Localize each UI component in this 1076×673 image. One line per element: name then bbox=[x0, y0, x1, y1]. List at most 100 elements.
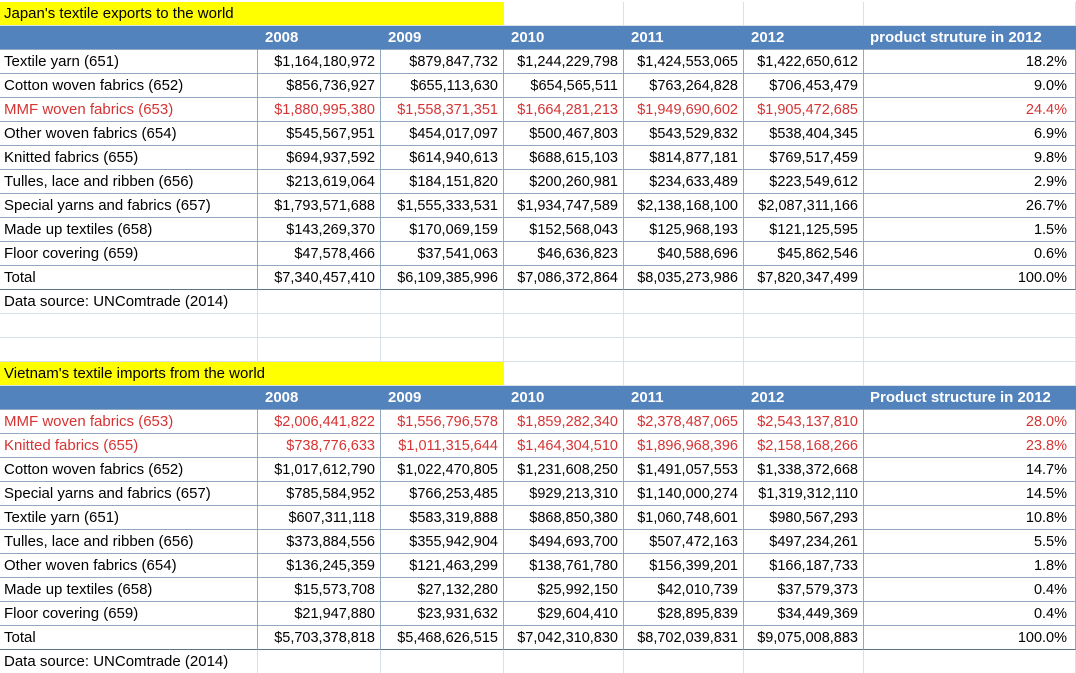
value-cell[interactable]: $655,113,630 bbox=[381, 74, 504, 98]
row-label[interactable]: MMF woven fabrics (653) bbox=[0, 98, 258, 122]
value-cell[interactable]: $5,703,378,818 bbox=[258, 626, 381, 650]
empty-cell[interactable] bbox=[258, 314, 381, 338]
value-cell[interactable]: $7,042,310,830 bbox=[504, 626, 624, 650]
empty-cell[interactable] bbox=[624, 650, 744, 673]
value-cell[interactable]: $121,125,595 bbox=[744, 218, 864, 242]
value-cell[interactable]: $868,850,380 bbox=[504, 506, 624, 530]
empty-cell[interactable] bbox=[0, 338, 258, 362]
row-label[interactable]: Knitted fabrics (655) bbox=[0, 146, 258, 170]
value-cell[interactable]: $29,604,410 bbox=[504, 602, 624, 626]
value-cell[interactable]: $42,010,739 bbox=[624, 578, 744, 602]
empty-cell[interactable] bbox=[624, 290, 744, 314]
percent-cell[interactable]: 6.9% bbox=[864, 122, 1076, 146]
column-header-year[interactable]: 2011 bbox=[624, 26, 744, 50]
value-cell[interactable]: $1,905,472,685 bbox=[744, 98, 864, 122]
value-cell[interactable]: $763,264,828 bbox=[624, 74, 744, 98]
value-cell[interactable]: $1,244,229,798 bbox=[504, 50, 624, 74]
value-cell[interactable]: $21,947,880 bbox=[258, 602, 381, 626]
value-cell[interactable]: $6,109,385,996 bbox=[381, 266, 504, 290]
percent-cell[interactable]: 100.0% bbox=[864, 266, 1076, 290]
value-cell[interactable]: $1,664,281,213 bbox=[504, 98, 624, 122]
percent-cell[interactable]: 24.4% bbox=[864, 98, 1076, 122]
row-label[interactable]: Floor covering (659) bbox=[0, 242, 258, 266]
row-label[interactable]: Special yarns and fabrics (657) bbox=[0, 482, 258, 506]
empty-cell[interactable] bbox=[381, 650, 504, 673]
value-cell[interactable]: $37,541,063 bbox=[381, 242, 504, 266]
percent-cell[interactable]: 5.5% bbox=[864, 530, 1076, 554]
empty-cell[interactable] bbox=[0, 314, 258, 338]
percent-cell[interactable]: 1.5% bbox=[864, 218, 1076, 242]
value-cell[interactable]: $1,859,282,340 bbox=[504, 410, 624, 434]
value-cell[interactable]: $543,529,832 bbox=[624, 122, 744, 146]
value-cell[interactable]: $769,517,459 bbox=[744, 146, 864, 170]
empty-cell[interactable] bbox=[504, 362, 624, 386]
column-header-structure[interactable]: Product structure in 2012 bbox=[864, 386, 1076, 410]
value-cell[interactable]: $166,187,733 bbox=[744, 554, 864, 578]
column-header-year[interactable]: 2011 bbox=[624, 386, 744, 410]
value-cell[interactable]: $2,087,311,166 bbox=[744, 194, 864, 218]
value-cell[interactable]: $2,006,441,822 bbox=[258, 410, 381, 434]
value-cell[interactable]: $766,253,485 bbox=[381, 482, 504, 506]
column-header-structure[interactable]: product struture in 2012 bbox=[864, 26, 1076, 50]
empty-cell[interactable] bbox=[864, 338, 1076, 362]
row-label[interactable]: Total bbox=[0, 626, 258, 650]
row-label[interactable]: Knitted fabrics (655) bbox=[0, 434, 258, 458]
value-cell[interactable]: $1,880,995,380 bbox=[258, 98, 381, 122]
value-cell[interactable]: $8,702,039,831 bbox=[624, 626, 744, 650]
column-header-blank[interactable] bbox=[0, 386, 258, 410]
value-cell[interactable]: $1,338,372,668 bbox=[744, 458, 864, 482]
value-cell[interactable]: $500,467,803 bbox=[504, 122, 624, 146]
row-label[interactable]: Textile yarn (651) bbox=[0, 506, 258, 530]
value-cell[interactable]: $7,340,457,410 bbox=[258, 266, 381, 290]
value-cell[interactable]: $213,619,064 bbox=[258, 170, 381, 194]
value-cell[interactable]: $40,588,696 bbox=[624, 242, 744, 266]
empty-cell[interactable] bbox=[744, 290, 864, 314]
value-cell[interactable]: $37,579,373 bbox=[744, 578, 864, 602]
value-cell[interactable]: $1,060,748,601 bbox=[624, 506, 744, 530]
empty-cell[interactable] bbox=[258, 290, 381, 314]
value-cell[interactable]: $136,245,359 bbox=[258, 554, 381, 578]
percent-cell[interactable]: 28.0% bbox=[864, 410, 1076, 434]
empty-cell[interactable] bbox=[744, 2, 864, 26]
empty-cell[interactable] bbox=[744, 362, 864, 386]
value-cell[interactable]: $9,075,008,883 bbox=[744, 626, 864, 650]
value-cell[interactable]: $1,556,796,578 bbox=[381, 410, 504, 434]
value-cell[interactable]: $688,615,103 bbox=[504, 146, 624, 170]
empty-cell[interactable] bbox=[744, 314, 864, 338]
empty-cell[interactable] bbox=[864, 2, 1076, 26]
datasource-label[interactable]: Data source: UNComtrade (2014) bbox=[0, 290, 258, 314]
value-cell[interactable]: $545,567,951 bbox=[258, 122, 381, 146]
empty-cell[interactable] bbox=[381, 314, 504, 338]
empty-cell[interactable] bbox=[864, 314, 1076, 338]
row-label[interactable]: Textile yarn (651) bbox=[0, 50, 258, 74]
percent-cell[interactable]: 9.8% bbox=[864, 146, 1076, 170]
value-cell[interactable]: $607,311,118 bbox=[258, 506, 381, 530]
value-cell[interactable]: $2,158,168,266 bbox=[744, 434, 864, 458]
empty-cell[interactable] bbox=[744, 650, 864, 673]
value-cell[interactable]: $1,017,612,790 bbox=[258, 458, 381, 482]
value-cell[interactable]: $23,931,632 bbox=[381, 602, 504, 626]
value-cell[interactable]: $8,035,273,986 bbox=[624, 266, 744, 290]
value-cell[interactable]: $184,151,820 bbox=[381, 170, 504, 194]
value-cell[interactable]: $2,543,137,810 bbox=[744, 410, 864, 434]
value-cell[interactable]: $583,319,888 bbox=[381, 506, 504, 530]
column-header-year[interactable]: 2008 bbox=[258, 386, 381, 410]
value-cell[interactable]: $694,937,592 bbox=[258, 146, 381, 170]
value-cell[interactable]: $507,472,163 bbox=[624, 530, 744, 554]
value-cell[interactable]: $1,793,571,688 bbox=[258, 194, 381, 218]
row-label[interactable]: Other woven fabrics (654) bbox=[0, 554, 258, 578]
empty-cell[interactable] bbox=[504, 650, 624, 673]
row-label[interactable]: Tulles, lace and ribben (656) bbox=[0, 170, 258, 194]
value-cell[interactable]: $1,231,608,250 bbox=[504, 458, 624, 482]
value-cell[interactable]: $170,069,159 bbox=[381, 218, 504, 242]
value-cell[interactable]: $2,138,168,100 bbox=[624, 194, 744, 218]
value-cell[interactable]: $1,491,057,553 bbox=[624, 458, 744, 482]
empty-cell[interactable] bbox=[258, 338, 381, 362]
empty-cell[interactable] bbox=[624, 338, 744, 362]
percent-cell[interactable]: 23.8% bbox=[864, 434, 1076, 458]
value-cell[interactable]: $1,896,968,396 bbox=[624, 434, 744, 458]
datasource-label[interactable]: Data source: UNComtrade (2014) bbox=[0, 650, 258, 673]
value-cell[interactable]: $34,449,369 bbox=[744, 602, 864, 626]
table-title[interactable]: Vietnam's textile imports from the world bbox=[0, 362, 504, 386]
value-cell[interactable]: $614,940,613 bbox=[381, 146, 504, 170]
